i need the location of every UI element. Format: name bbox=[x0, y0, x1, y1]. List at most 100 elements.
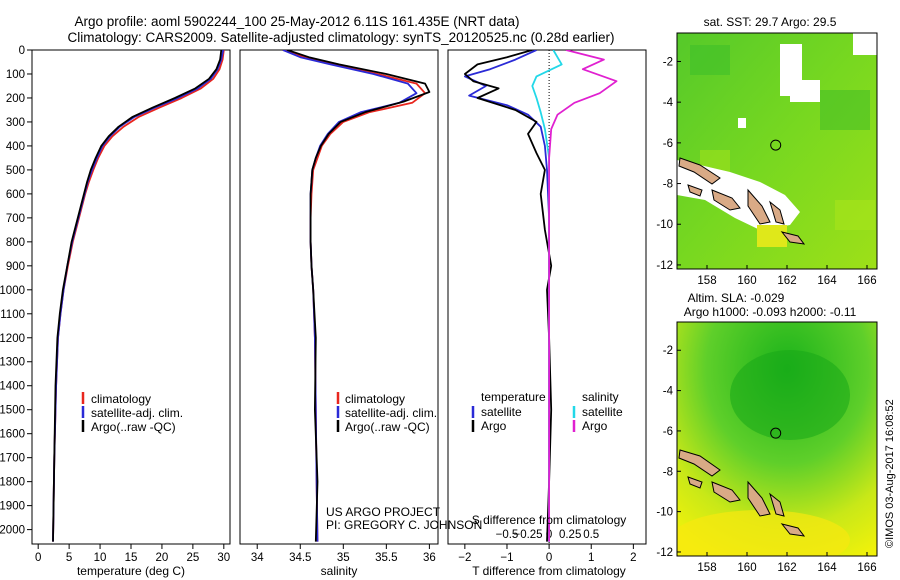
legend-label-t-argo: Argo bbox=[481, 419, 507, 433]
legend-label-climatology: climatology bbox=[91, 392, 151, 406]
y-tick-label: 1300 bbox=[0, 357, 25, 369]
cloud-mask bbox=[790, 80, 820, 102]
difference-panel-frame bbox=[447, 49, 647, 545]
map-y-tick-label: -2 bbox=[663, 345, 673, 357]
legend-label-s-argo: Argo bbox=[582, 419, 608, 433]
y-tick-label: 1200 bbox=[0, 333, 25, 345]
x-tick-label: 25 bbox=[186, 552, 199, 564]
island bbox=[747, 188, 771, 225]
x-tick-label: 1 bbox=[588, 552, 594, 564]
x-tick-label: −2 bbox=[458, 552, 471, 564]
map-x-tick-label: 162 bbox=[777, 562, 796, 574]
series-line-s-argo bbox=[548, 50, 618, 542]
map-y-tick-label: -6 bbox=[663, 138, 673, 150]
sst-patch bbox=[820, 90, 870, 130]
map-y-tick-label: -4 bbox=[663, 97, 674, 109]
x-tick-label-2: 0.25 bbox=[559, 529, 581, 541]
x-tick-label: 35.5 bbox=[375, 552, 397, 564]
x-tick-label: 2 bbox=[630, 552, 636, 564]
map-x-tick-label: 160 bbox=[737, 275, 756, 287]
y-tick-label: 1400 bbox=[0, 381, 25, 393]
legend-label-satellite: satellite-adj. clim. bbox=[345, 406, 437, 420]
y-tick-label: 300 bbox=[6, 117, 25, 129]
x-tick-label: 34 bbox=[251, 552, 264, 564]
island bbox=[687, 476, 703, 489]
series-line-climatology bbox=[52, 50, 225, 542]
y-tick-label: 1100 bbox=[0, 309, 25, 321]
y-tick-label: 0 bbox=[19, 45, 25, 57]
sst-map-frame bbox=[676, 32, 878, 270]
series-line-satellite-adj-clim- bbox=[282, 50, 418, 542]
island bbox=[780, 231, 806, 245]
island bbox=[711, 481, 741, 503]
map-y-tick-label: -10 bbox=[656, 507, 673, 519]
legend-label-s-satellite: satellite bbox=[582, 405, 623, 419]
x-tick-label: 0 bbox=[35, 552, 41, 564]
x-tick-label: 34.5 bbox=[289, 552, 311, 564]
salinity-lines bbox=[282, 50, 431, 542]
salinity-xlabel: salinity bbox=[321, 564, 358, 578]
timestamp-stamp: ©IMOS 03-Aug-2017 16:08:52 bbox=[884, 399, 896, 548]
y-tick-label: 1500 bbox=[0, 405, 25, 417]
map-y-tick-label: -8 bbox=[663, 466, 673, 478]
cloud-mask bbox=[738, 118, 746, 128]
sla-map-subtitle: Argo h1000: -0.093 h2000: -0.11 bbox=[684, 305, 857, 319]
legend-header-temperature: temperature bbox=[481, 390, 546, 404]
temperature-legend: climatology satellite-adj. clim. Argo(..… bbox=[81, 392, 183, 434]
island bbox=[678, 449, 721, 477]
x-tick-label: 30 bbox=[217, 552, 230, 564]
series-line-argo bbox=[52, 50, 223, 542]
y-tick-label: 1600 bbox=[0, 429, 25, 441]
y-tick-label: 1800 bbox=[0, 477, 25, 489]
map-x-tick-label: 158 bbox=[697, 562, 716, 574]
sst-patch bbox=[835, 200, 875, 230]
map-x-tick-label: 162 bbox=[777, 275, 796, 287]
x-tick-label: 20 bbox=[156, 552, 169, 564]
sla-map-title: Altim. SLA: -0.029 bbox=[688, 291, 785, 305]
x-tick-label: −1 bbox=[500, 552, 513, 564]
y-tick-label: 100 bbox=[6, 69, 25, 81]
sst-map-axes: 158 160 162 164 166 -2 -4 -6 -8 -10 -12 bbox=[656, 56, 876, 287]
x-tick-label-2: −0.5 bbox=[496, 529, 519, 541]
sla-map-field bbox=[677, 322, 877, 556]
sla-low bbox=[730, 350, 850, 440]
y-tick-label: 800 bbox=[6, 237, 25, 249]
argo-float-marker bbox=[770, 139, 782, 151]
map-y-tick-label: -12 bbox=[656, 547, 673, 559]
sst-map-title: sat. SST: 29.7 Argo: 29.5 bbox=[704, 15, 837, 29]
sst-map-field bbox=[677, 33, 877, 269]
legend-label-argo: Argo(..raw -QC) bbox=[345, 420, 430, 434]
island bbox=[678, 157, 721, 185]
sst-patch bbox=[690, 45, 730, 75]
depth-axis: 0 100 200 300 400 500 600 700 800 900 1000 1100 1200… bbox=[0, 45, 32, 537]
x-tick-label: 0 bbox=[546, 552, 552, 564]
x-tick-label: 35 bbox=[337, 552, 350, 564]
project-credit: US ARGO PROJECT bbox=[326, 505, 441, 519]
series-line-climatology bbox=[282, 50, 427, 542]
cloud-mask bbox=[853, 33, 877, 55]
x-tick-label-2: 0.5 bbox=[583, 529, 599, 541]
map-x-tick-label: 164 bbox=[817, 275, 837, 287]
sla-high bbox=[677, 510, 850, 556]
legend-header-salinity: salinity bbox=[582, 390, 619, 404]
island bbox=[769, 492, 785, 517]
series-line-satellite-adj-clim- bbox=[52, 50, 225, 542]
x-tick-label: 5 bbox=[66, 552, 72, 564]
y-tick-label: 700 bbox=[6, 213, 25, 225]
temperature-x-axis: 0 5 10 15 20 25 30 bbox=[35, 544, 230, 564]
y-tick-label: 900 bbox=[6, 261, 25, 273]
legend-label-satellite: satellite-adj. clim. bbox=[91, 406, 183, 420]
argo-float-marker bbox=[770, 427, 782, 439]
difference-xlabel: T difference from climatology bbox=[472, 564, 626, 578]
y-tick-label: 2000 bbox=[0, 525, 25, 537]
map-x-tick-label: 160 bbox=[737, 562, 756, 574]
header-line-1: Argo profile: aoml 5902244_100 25-May-20… bbox=[74, 14, 519, 29]
salinity-panel-frame bbox=[239, 49, 439, 545]
y-tick-label: 400 bbox=[6, 141, 25, 153]
difference-legend: temperature salinity satellite satellite… bbox=[471, 390, 623, 433]
sla-map-axes: 158 160 162 164 166 -2 -4 -6 -8 -10 -12 bbox=[656, 345, 876, 574]
y-tick-label: 200 bbox=[6, 93, 25, 105]
island bbox=[687, 184, 703, 197]
legend-label-t-satellite: satellite bbox=[481, 405, 522, 419]
